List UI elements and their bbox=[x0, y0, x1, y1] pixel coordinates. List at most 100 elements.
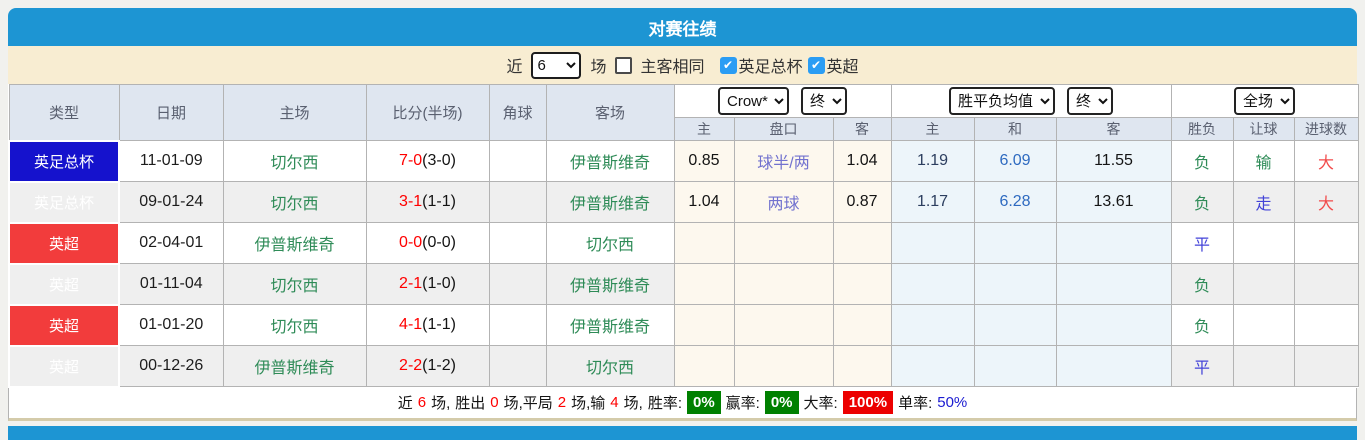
score-cell: 7-0(3-0) bbox=[365, 140, 490, 182]
avg-draw-odds bbox=[973, 222, 1057, 264]
corner-value bbox=[488, 304, 547, 346]
corner-value bbox=[488, 181, 547, 223]
avg-away-odds bbox=[1055, 304, 1172, 346]
summary-draws-count: 2 bbox=[557, 394, 567, 411]
match-date: 02-04-01 bbox=[118, 222, 224, 264]
goals-result bbox=[1293, 222, 1359, 264]
avg-draw-odds bbox=[973, 304, 1057, 346]
subcol-avg-draw: 和 bbox=[973, 117, 1057, 141]
avg-away-odds: 13.61 bbox=[1055, 181, 1172, 223]
recent-count-select[interactable]: 6 bbox=[531, 51, 582, 79]
col-header-away: 客场 bbox=[545, 84, 675, 141]
handicap-line bbox=[733, 345, 834, 387]
summary-seg-wins: 场,平局 bbox=[503, 395, 553, 412]
col-header-score: 比分(半场) bbox=[365, 84, 490, 141]
big-rate-label: 大率: bbox=[803, 395, 838, 412]
fulltime-score: 0-0 bbox=[399, 234, 423, 251]
avg-away-odds bbox=[1055, 263, 1172, 305]
summary-near-label: 近 bbox=[397, 395, 413, 412]
avg-home-odds: 1.19 bbox=[890, 140, 975, 182]
bottom-accent-bar bbox=[8, 425, 1357, 440]
summary-wins-label: 胜出 bbox=[455, 395, 486, 412]
league-type-badge: 英足总杯 bbox=[8, 180, 120, 224]
avg-draw-odds bbox=[973, 345, 1057, 387]
goals-result bbox=[1293, 304, 1359, 346]
subcol-handicap: 盘口 bbox=[733, 117, 834, 141]
summary-games-count: 6 bbox=[417, 394, 427, 411]
panel-title: 对赛往绩 bbox=[648, 19, 717, 39]
home-team: 切尔西 bbox=[222, 304, 367, 346]
league-type-badge: 英超 bbox=[8, 303, 120, 347]
corner-value bbox=[488, 345, 547, 387]
away-team: 切尔西 bbox=[545, 345, 675, 387]
away-odds bbox=[832, 222, 892, 264]
single-rate-label: 单率: bbox=[898, 395, 933, 412]
summary-seg-draws: 场,输 bbox=[571, 395, 606, 412]
match-date: 01-01-20 bbox=[118, 304, 224, 346]
match-date: 01-11-04 bbox=[118, 263, 224, 305]
home-team: 切尔西 bbox=[222, 263, 367, 305]
league-type-badge: 英超 bbox=[8, 344, 120, 388]
same-venue-checkbox[interactable] bbox=[615, 56, 633, 74]
home-team: 切尔西 bbox=[222, 181, 367, 223]
handicap-line: 两球 bbox=[733, 181, 834, 223]
near-label: 近 bbox=[506, 59, 523, 76]
away-odds bbox=[832, 304, 892, 346]
score-cell: 2-2(1-2) bbox=[365, 345, 490, 387]
summary-losses-count: 4 bbox=[610, 394, 619, 411]
avg-away-odds: 11.55 bbox=[1055, 140, 1172, 182]
col-header-corner: 角球 bbox=[488, 84, 547, 141]
win-rate-label: 胜率: bbox=[647, 395, 682, 412]
premier-league-checkbox[interactable] bbox=[807, 56, 825, 74]
away-team: 伊普斯维奇 bbox=[545, 181, 675, 223]
odds-time-select[interactable]: 终 bbox=[801, 87, 847, 115]
subcol-handicap-result: 让球 bbox=[1232, 117, 1295, 141]
summary-seg-losses: 场, bbox=[623, 395, 643, 412]
home-odds bbox=[673, 304, 735, 346]
panel-titlebar: 对赛往绩 bbox=[8, 8, 1357, 46]
halftime-score: (1-1) bbox=[422, 193, 456, 210]
fa-cup-checkbox[interactable] bbox=[719, 56, 737, 74]
avg-home-odds bbox=[890, 263, 975, 305]
avg-home-odds bbox=[890, 345, 975, 387]
avg-draw-odds bbox=[973, 263, 1057, 305]
match-result: 负 bbox=[1170, 140, 1234, 182]
home-team: 伊普斯维奇 bbox=[222, 345, 367, 387]
odds-source-select[interactable]: Crow* bbox=[718, 87, 789, 115]
away-odds: 1.04 bbox=[832, 140, 892, 182]
match-row: 英超 01-11-04 切尔西 2-1(1-0) 伊普斯维奇负 bbox=[8, 262, 1359, 306]
fulltime-score: 7-0 bbox=[399, 152, 423, 169]
home-odds bbox=[673, 222, 735, 264]
subcol-avg-away: 客 bbox=[1055, 117, 1172, 141]
avg-away-odds bbox=[1055, 345, 1172, 387]
halftime-score: (1-0) bbox=[422, 275, 456, 292]
match-row: 英足总杯 09-01-24 切尔西 3-1(1-1) 伊普斯维奇 1.04 两球 0.87 1.… bbox=[8, 180, 1359, 224]
away-odds: 0.87 bbox=[832, 181, 892, 223]
avg-type-select[interactable]: 胜平负均值 bbox=[949, 87, 1056, 115]
away-team: 伊普斯维奇 bbox=[545, 140, 675, 182]
fulltime-score: 3-1 bbox=[399, 193, 423, 210]
match-result: 平 bbox=[1170, 222, 1234, 264]
score-cell: 2-1(1-0) bbox=[365, 263, 490, 305]
avg-draw-odds: 6.28 bbox=[973, 181, 1057, 223]
home-odds bbox=[673, 263, 735, 305]
avg-home-odds bbox=[890, 304, 975, 346]
summary-seg-games: 场, bbox=[431, 395, 451, 412]
home-odds bbox=[673, 345, 735, 387]
corner-value bbox=[488, 140, 547, 182]
goals-result: 大 bbox=[1293, 181, 1359, 223]
avg-away-odds bbox=[1055, 222, 1172, 264]
summary-wins-count: 0 bbox=[490, 394, 499, 411]
header-control-row: 类型 日期 主场 比分(半场) 角球 客场 Crow* 终 bbox=[8, 84, 1359, 141]
avg-time-select[interactable]: 终 bbox=[1067, 87, 1114, 115]
same-venue-label: 主客相同 bbox=[640, 59, 705, 76]
home-team: 伊普斯维奇 bbox=[222, 222, 367, 264]
away-team: 伊普斯维奇 bbox=[545, 263, 675, 305]
col-header-home: 主场 bbox=[222, 84, 367, 141]
match-result: 负 bbox=[1170, 304, 1234, 346]
summary-bar: 近 6 场, 胜出 0 场,平局 2 场,输 4 场, 胜率: 0% 赢率: 0… bbox=[8, 387, 1357, 421]
fulltime-select[interactable]: 全场 bbox=[1234, 87, 1296, 115]
premier-league-label: 英超 bbox=[826, 59, 859, 76]
away-team: 切尔西 bbox=[545, 222, 675, 264]
handicap-result bbox=[1232, 304, 1295, 346]
